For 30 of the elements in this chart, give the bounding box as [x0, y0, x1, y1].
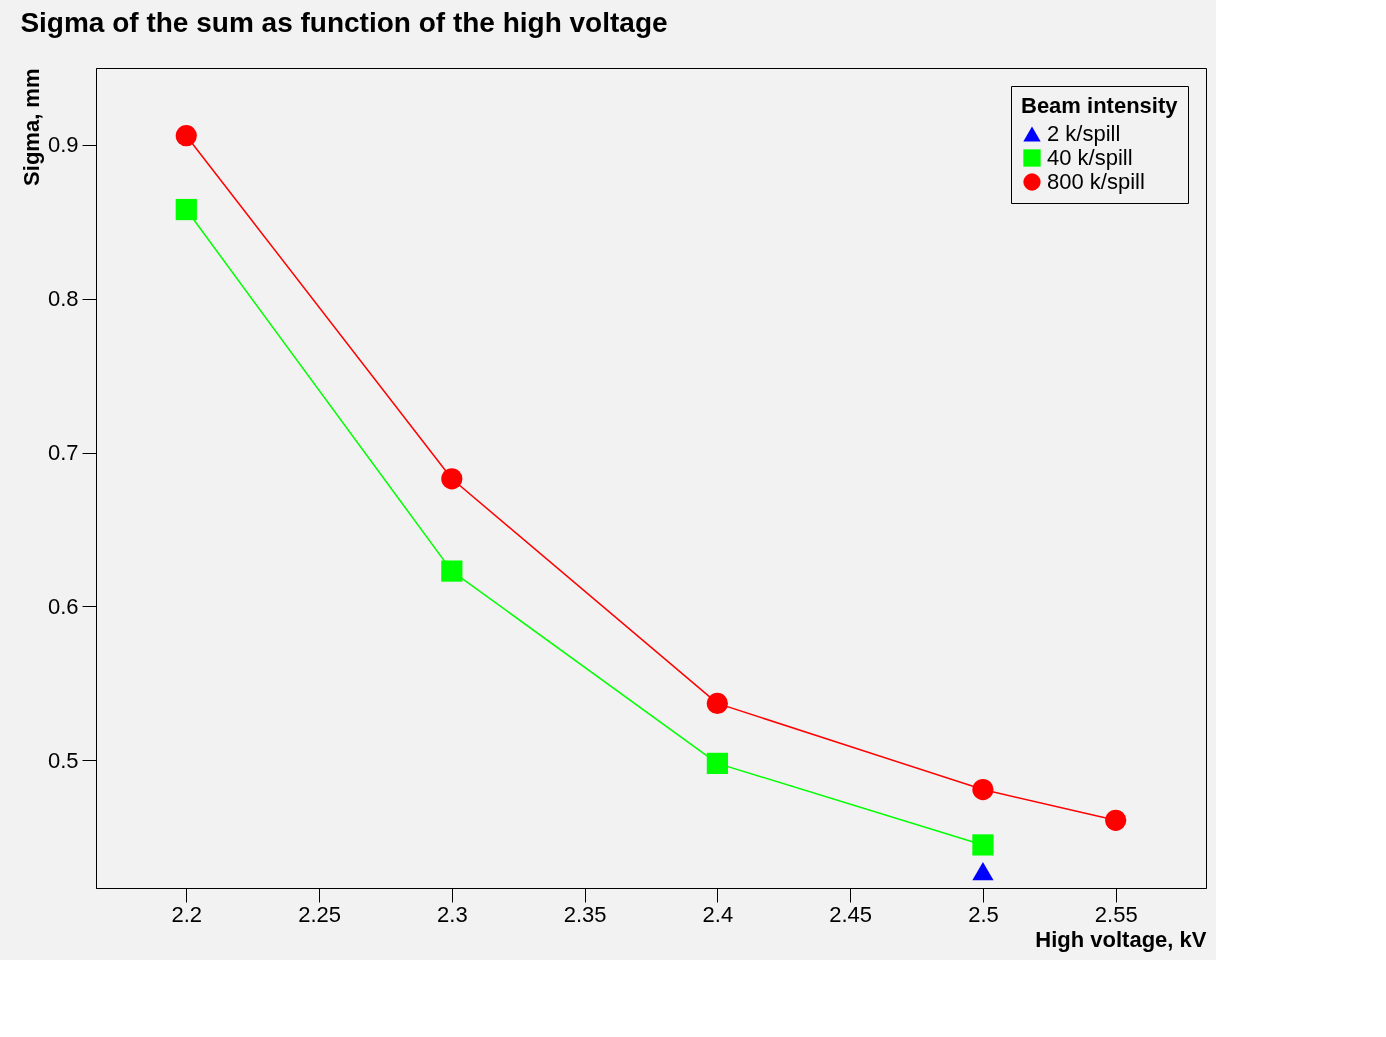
x-tick-label: 2.25: [298, 901, 341, 927]
x-tick-label: 2.5: [968, 901, 999, 927]
point: [972, 778, 994, 801]
point: [175, 125, 197, 147]
y-tick-label: 0.6: [47, 593, 79, 619]
point: [706, 692, 728, 714]
y-tick-label: 0.5: [47, 747, 79, 773]
point: [972, 834, 994, 856]
x-tick-label: 2.55: [1094, 901, 1138, 927]
y-axis-title: Sigma, mm: [18, 68, 44, 186]
legend-label: 40 k/spill: [1047, 145, 1133, 170]
chart-title: Sigma of the sum as function of the high voltage: [20, 7, 668, 38]
y-tick-label: 0.8: [47, 286, 79, 312]
point: [441, 468, 463, 490]
legend-label: 2 k/spill: [1047, 121, 1121, 146]
x-tick-label: 2.4: [702, 901, 734, 927]
x-tick-label: 2.2: [171, 901, 203, 927]
legend-title: Beam intensity: [1021, 93, 1179, 118]
point: [441, 560, 463, 582]
point: [1105, 809, 1127, 831]
x-tick-label: 2.3: [437, 901, 468, 927]
point: [175, 198, 197, 221]
point: [706, 752, 728, 774]
x-tick-label: 2.45: [829, 901, 873, 927]
legend-label: 800 k/spill: [1047, 169, 1145, 194]
y-tick-label: 0.7: [47, 440, 79, 466]
point: [972, 861, 994, 881]
y-tick-label: 0.9: [47, 132, 79, 158]
x-axis-title: High voltage, kV: [1035, 926, 1207, 952]
x-tick-label: 2.35: [563, 901, 607, 927]
